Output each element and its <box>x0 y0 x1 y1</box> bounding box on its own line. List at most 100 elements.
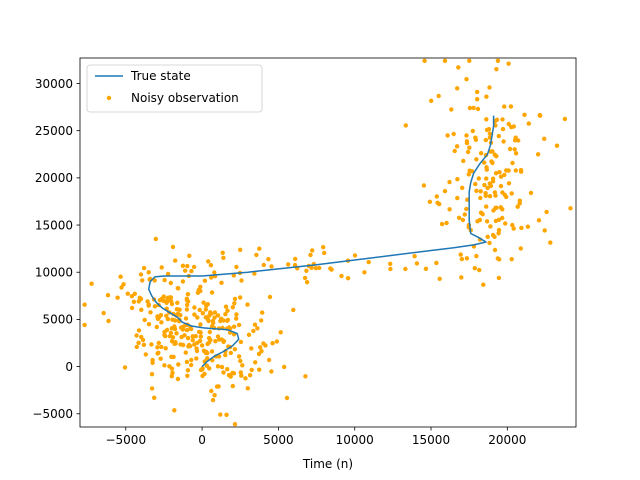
observation-point <box>220 250 225 255</box>
observation-point <box>194 348 200 354</box>
observation-point <box>197 307 202 313</box>
observation-point <box>464 140 470 146</box>
observation-point <box>169 366 175 371</box>
observation-point <box>293 256 298 262</box>
observation-point <box>291 307 296 313</box>
observation-point <box>157 314 162 320</box>
observation-point <box>481 282 486 287</box>
observation-point <box>435 200 440 205</box>
observation-point <box>339 273 344 279</box>
observation-point <box>234 264 239 270</box>
observation-point <box>164 327 170 333</box>
observation-point <box>134 344 139 350</box>
observation-point <box>230 383 235 389</box>
observation-point <box>512 147 517 152</box>
observation-point <box>434 260 439 266</box>
legend: True state Noisy observation <box>86 64 263 113</box>
observation-point <box>434 194 439 199</box>
observation-point <box>223 312 228 317</box>
observation-point <box>445 133 450 138</box>
observation-point <box>562 116 568 122</box>
observation-point <box>507 146 513 152</box>
observation-point <box>496 227 502 233</box>
observation-point <box>423 266 429 271</box>
observation-point <box>134 333 139 338</box>
observation-point <box>223 352 228 358</box>
observation-point <box>494 205 499 210</box>
observation-point <box>178 313 183 318</box>
observation-point <box>206 259 211 264</box>
observation-point <box>198 322 203 327</box>
observation-point <box>302 275 308 281</box>
observation-point <box>493 171 499 176</box>
observation-point <box>191 264 197 270</box>
observation-point <box>442 58 448 63</box>
observation-point <box>196 287 201 293</box>
observation-point <box>240 363 245 368</box>
observation-point <box>115 295 120 300</box>
observation-point <box>172 341 177 346</box>
observation-point <box>422 58 427 63</box>
x-tick-label: 20000 <box>488 433 526 447</box>
observation-point <box>200 311 205 316</box>
observation-point <box>470 128 475 134</box>
observation-point <box>456 215 462 220</box>
observation-point <box>284 395 290 401</box>
observation-point <box>205 341 210 347</box>
observation-point <box>475 89 480 95</box>
plot-frame <box>79 57 577 428</box>
x-tick-label: 15000 <box>412 433 450 447</box>
observation-point <box>192 342 197 347</box>
observation-point <box>153 236 158 242</box>
observation-point <box>366 259 371 265</box>
legend-frame <box>86 64 263 113</box>
observation-point <box>148 310 153 315</box>
observation-point <box>467 168 472 173</box>
observation-point <box>544 209 549 215</box>
observation-point <box>487 240 492 246</box>
observation-point <box>234 316 239 321</box>
observation-point <box>159 344 164 350</box>
observation-point <box>159 265 164 270</box>
observation-point <box>221 255 226 260</box>
observation-point <box>119 285 124 290</box>
observation-point <box>132 291 137 296</box>
observation-point <box>192 312 197 317</box>
observation-point <box>474 157 479 162</box>
observation-point <box>421 183 427 188</box>
observation-point <box>500 126 506 132</box>
observation-point <box>403 266 408 272</box>
observation-point <box>500 117 505 122</box>
observation-point <box>185 335 191 341</box>
observation-point <box>234 312 239 317</box>
observation-point <box>200 373 205 379</box>
observation-point <box>163 346 168 351</box>
observation-point <box>223 304 229 309</box>
observation-point <box>184 302 190 308</box>
observation-point <box>193 334 198 339</box>
x-tick-label: −5000 <box>105 433 146 447</box>
observation-point <box>180 326 185 331</box>
observation-point <box>206 335 212 341</box>
line-layer <box>147 115 495 368</box>
y-axis: −5000 0 5000 10000 15000 20000 25000 30000 <box>32 77 80 421</box>
observation-point <box>313 266 318 271</box>
observation-point <box>168 330 174 336</box>
observation-point <box>185 263 190 269</box>
observation-point <box>535 152 541 157</box>
observation-point <box>308 252 313 258</box>
observation-point <box>227 326 233 331</box>
observation-point <box>485 234 490 239</box>
observation-point <box>205 302 210 307</box>
observation-point <box>239 373 244 378</box>
observation-point <box>150 360 155 365</box>
legend-entry-true-state: True state <box>130 69 191 83</box>
observation-point <box>131 299 137 304</box>
observation-point <box>475 97 480 102</box>
observation-point <box>437 276 442 281</box>
x-axis: −5000 0 5000 10000 15000 20000 <box>105 427 526 447</box>
observation-point <box>476 176 481 181</box>
observation-point <box>267 294 273 300</box>
observation-point <box>199 343 205 348</box>
observation-point <box>165 295 171 300</box>
